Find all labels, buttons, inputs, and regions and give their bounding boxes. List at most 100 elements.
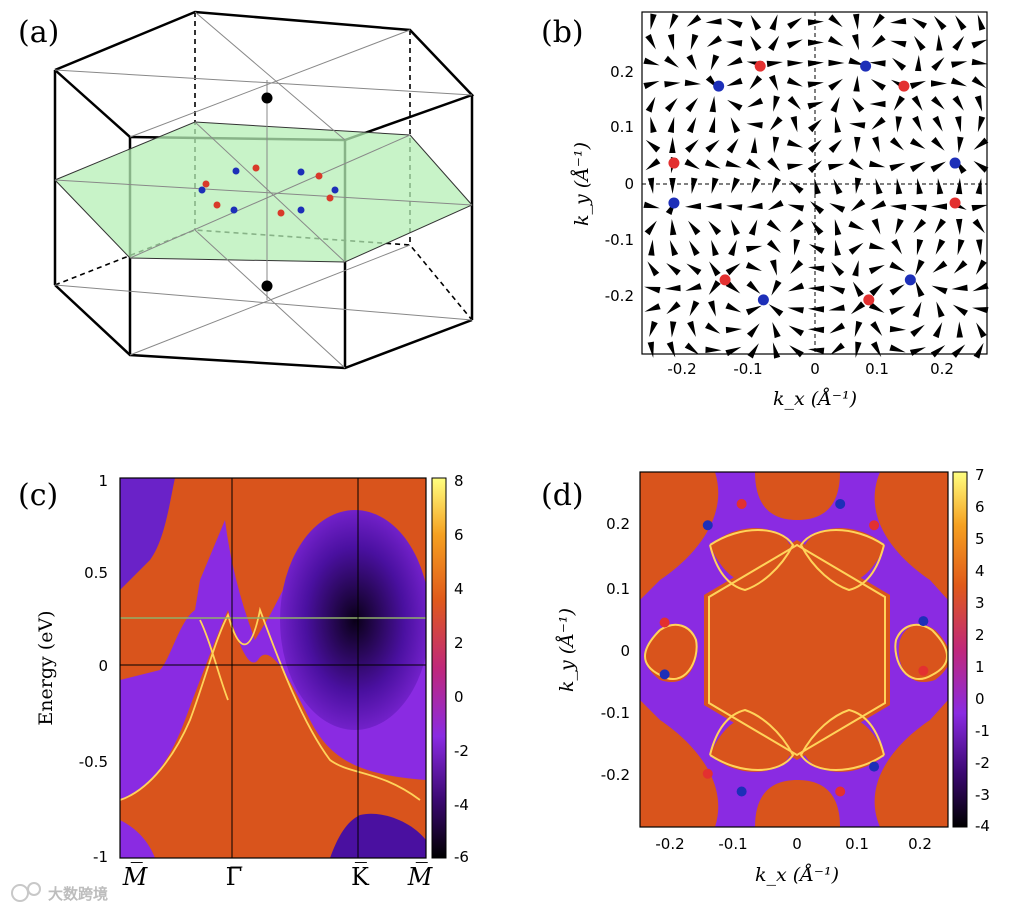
field-arrow [643, 57, 660, 66]
field-arrow [916, 178, 923, 195]
weyl-point-blue [949, 157, 961, 169]
d-ylabel: k_y (Å⁻¹) [556, 608, 578, 692]
field-arrow [726, 77, 743, 87]
svg-text:0: 0 [810, 360, 820, 378]
field-arrow [666, 263, 681, 276]
field-arrow [726, 40, 743, 47]
field-arrow [971, 76, 987, 89]
field-arrow [787, 204, 805, 212]
field-arrow [730, 177, 740, 194]
field-arrow [687, 320, 696, 337]
field-arrow [955, 116, 962, 133]
field-arrow [951, 61, 968, 68]
field-arrow [827, 163, 845, 171]
field-arrow [850, 199, 866, 212]
field-arrow [977, 14, 986, 31]
weyl-point-red [863, 294, 875, 306]
field-arrow [871, 34, 886, 48]
field-arrow [688, 220, 701, 236]
field-arrow [746, 280, 761, 294]
weyl-point-red [898, 80, 910, 92]
field-arrow [916, 239, 924, 256]
field-arrow [705, 139, 720, 153]
svg-text:0.2: 0.2 [610, 63, 634, 81]
panel-a: (a) [18, 10, 475, 370]
field-arrow [852, 281, 864, 298]
svg-text:0.2: 0.2 [606, 515, 630, 533]
field-arrow [895, 178, 903, 195]
field-arrow [788, 325, 805, 337]
d-yticks: 0.2 0.1 0 -0.1 -0.2 [601, 515, 630, 784]
svg-text:0.1: 0.1 [865, 360, 889, 378]
field-arrow [889, 137, 904, 151]
field-arrow [872, 136, 880, 153]
field-arrow [725, 263, 741, 276]
field-arrow [686, 14, 702, 27]
field-arrow [728, 240, 737, 257]
field-arrow [725, 326, 742, 334]
d-colorbar-ticks: 7 6 5 4 3 2 1 0 -1 -2 -3 -4 [975, 466, 990, 835]
field-arrow [807, 19, 824, 26]
field-arrow [670, 219, 677, 236]
field-arrow [889, 284, 905, 296]
fermi-surface-heatmap [640, 472, 948, 827]
field-arrow [848, 242, 864, 255]
svg-text:-0.2: -0.2 [655, 835, 684, 853]
field-arrow [957, 238, 965, 256]
field-arrow [931, 57, 945, 72]
field-arrow [669, 239, 679, 257]
field-arrow [686, 263, 702, 276]
svg-text:0.1: 0.1 [845, 835, 869, 853]
field-arrow [889, 305, 906, 315]
field-arrow [830, 96, 840, 113]
field-arrow [726, 204, 743, 211]
field-arrow [871, 116, 886, 130]
field-arrow [850, 301, 866, 315]
field-arrow [932, 322, 943, 339]
svg-text:-4: -4 [975, 817, 990, 835]
field-arrow [787, 307, 804, 314]
field-arrow [790, 259, 804, 274]
svg-text:-0.2: -0.2 [667, 360, 696, 378]
field-arrow [787, 60, 804, 67]
field-arrow [647, 341, 654, 358]
field-arrow [684, 342, 700, 355]
field-arrow [933, 15, 947, 31]
field-arrow [915, 259, 925, 276]
field-arrow [772, 342, 781, 359]
field-arrow [814, 178, 821, 195]
field-arrow [915, 281, 925, 298]
field-arrow [745, 305, 762, 316]
field-arrow [787, 163, 804, 170]
field-arrow [669, 177, 676, 194]
field-arrow [649, 320, 658, 338]
field-arrow [889, 261, 906, 272]
field-arrow [645, 158, 661, 171]
field-arrow [912, 115, 922, 132]
field-arrow [670, 321, 677, 338]
svg-text:-0.1: -0.1 [733, 360, 762, 378]
d-colorbar [952, 471, 968, 828]
svg-text:-0.1: -0.1 [718, 835, 747, 853]
field-arrow [771, 279, 782, 296]
field-arrow [889, 162, 906, 172]
field-arrow [684, 79, 701, 87]
field-arrow [709, 261, 721, 277]
field-arrow [750, 35, 762, 51]
field-arrow [848, 220, 865, 231]
plot-d-frame [639, 471, 949, 828]
field-arrow [772, 136, 780, 153]
field-arrow [935, 238, 946, 255]
field-arrow [730, 219, 741, 236]
field-arrow [976, 322, 987, 339]
svg-text:6: 6 [975, 498, 985, 516]
field-arrow [811, 220, 824, 236]
field-arrow [957, 136, 964, 153]
field-arrow [971, 204, 988, 212]
panel-d: (d) [541, 466, 990, 886]
field-arrow [834, 219, 842, 236]
field-arrow [875, 178, 883, 195]
field-arrow [746, 202, 763, 210]
field-arrow [726, 138, 739, 154]
field-arrow [808, 347, 825, 355]
